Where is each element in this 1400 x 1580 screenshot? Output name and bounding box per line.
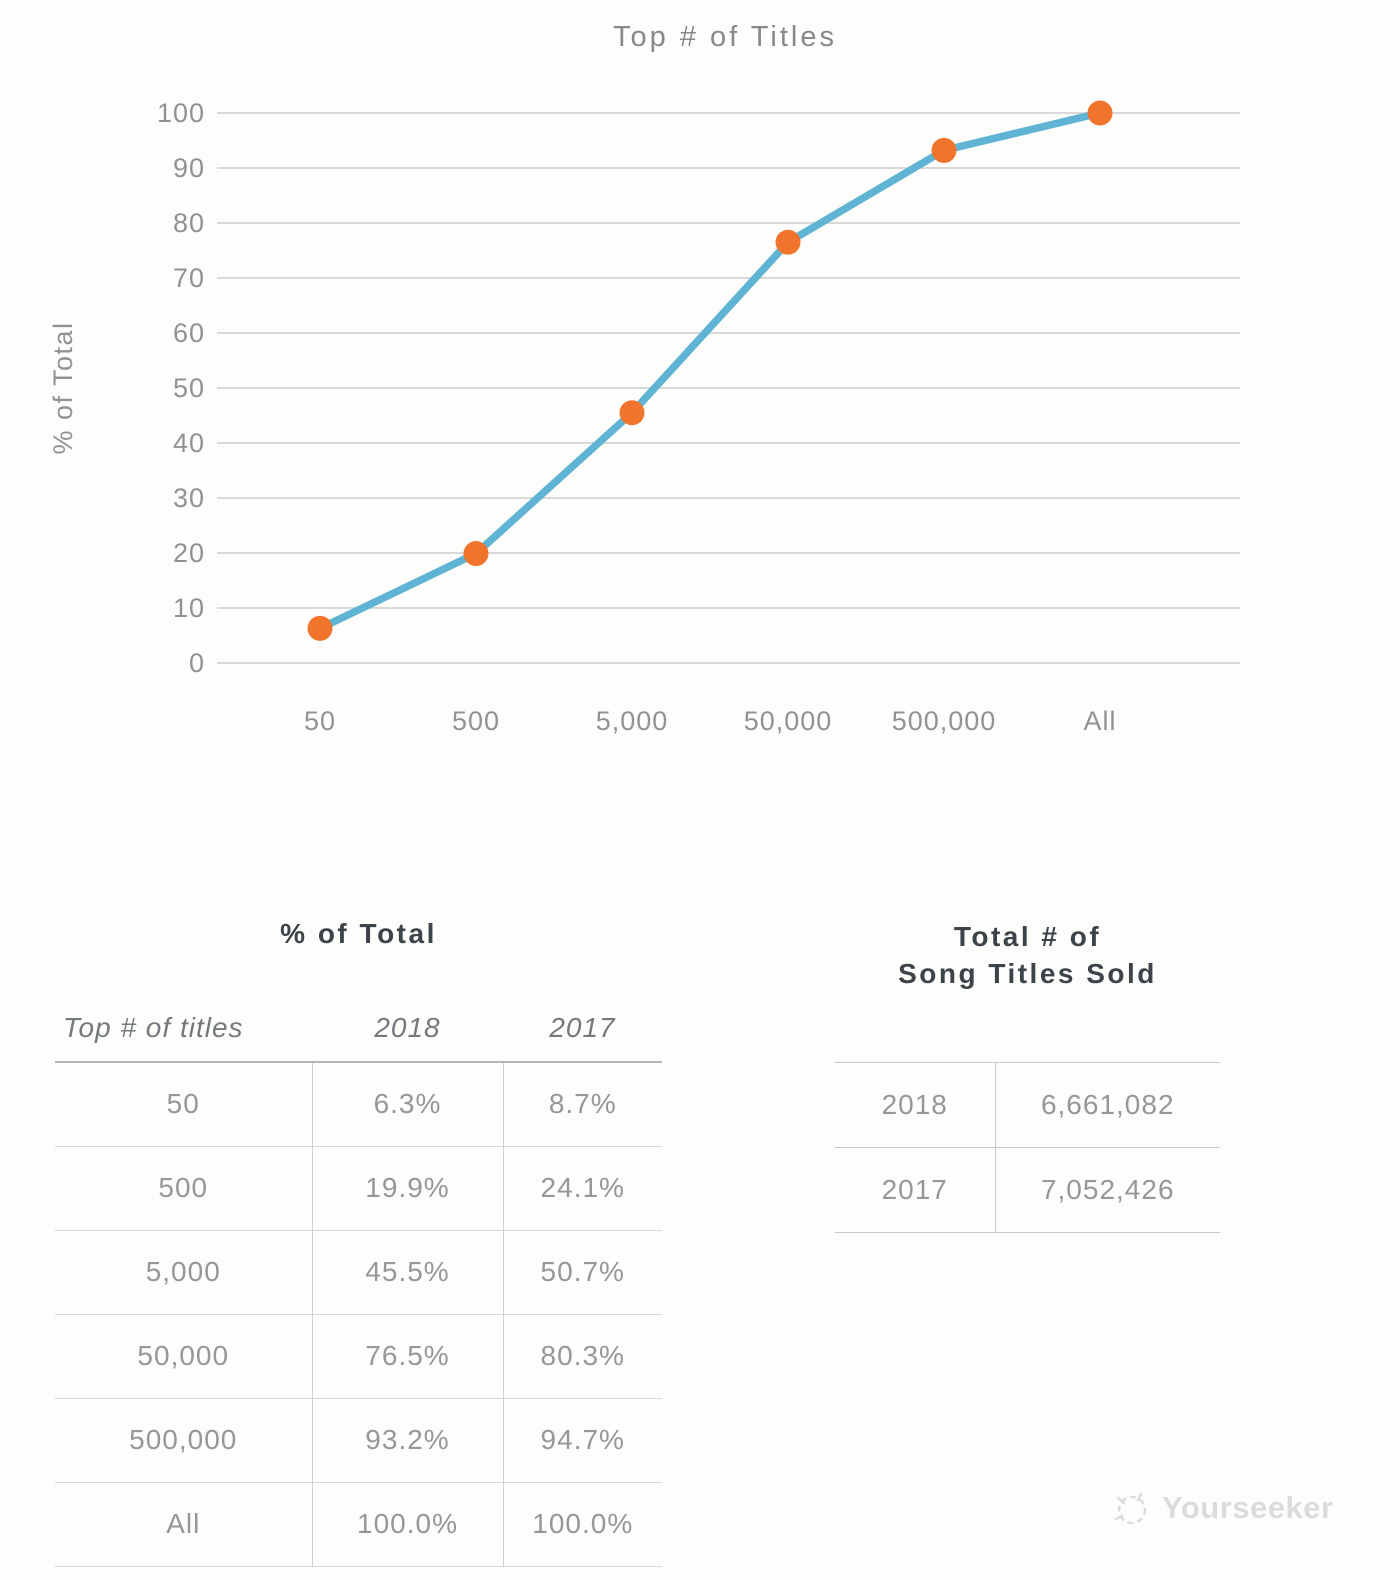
y-tick-label: 0: [189, 648, 205, 678]
column-header: 2017: [503, 995, 662, 1063]
y-tick-label: 20: [173, 538, 205, 568]
table-cell: 100.0%: [311, 1481, 503, 1567]
yourseeker-logo-icon: [1114, 1492, 1147, 1525]
x-tick-label: 500: [452, 706, 500, 736]
y-tick-label: 40: [173, 428, 205, 458]
y-tick-label: 30: [173, 483, 205, 513]
column-header: 2018: [312, 995, 503, 1063]
table-cell: 7,052,426: [994, 1147, 1220, 1233]
table-row: 2017 7,052,426: [835, 1147, 1220, 1233]
right-table-title-line1: Total # of: [953, 921, 1102, 952]
chart-title: Top # of Titles: [613, 21, 837, 53]
table-cell: 24.1%: [502, 1145, 662, 1230]
y-tick-label: 100: [157, 98, 205, 128]
table-cell: 100.0%: [502, 1481, 662, 1567]
table-row: 2018 6,661,082: [835, 1062, 1220, 1148]
column-header: Top # of titles: [55, 995, 312, 1063]
series-line-2018: [316, 109, 1104, 633]
table-cell: 500: [55, 1145, 312, 1230]
table-row: All 100.0% 100.0%: [55, 1481, 662, 1567]
data-point: [931, 137, 957, 163]
y-tick-label: 10: [173, 593, 205, 623]
data-point: [1087, 100, 1113, 126]
data-series: [307, 100, 1113, 641]
table-row: 50,000 76.5% 80.3%: [55, 1313, 662, 1398]
song-titles-sold-table: 2018 6,661,082 2017 7,052,426: [835, 1062, 1220, 1233]
yourseeker-watermark-text: Yourseeker: [1162, 1490, 1334, 1525]
yourseeker-watermark: Yourseeker: [1108, 1486, 1368, 1530]
y-tick-label: 60: [173, 318, 205, 348]
x-tick-label: 5,000: [596, 706, 669, 736]
data-point: [307, 615, 333, 641]
table-cell: 19.9%: [311, 1145, 503, 1230]
data-point: [775, 229, 801, 255]
table-cell: 45.5%: [311, 1229, 503, 1314]
y-tick-label: 70: [173, 263, 205, 293]
y-tick-label: 80: [173, 208, 205, 238]
y-tick-label: 50: [173, 373, 205, 403]
y-tick-label: 90: [173, 153, 205, 183]
table-cell: 500,000: [55, 1397, 312, 1482]
table-cell: 93.2%: [311, 1397, 503, 1482]
gridlines: [217, 112, 1240, 664]
table-row: 500,000 93.2% 94.7%: [55, 1397, 662, 1482]
x-axis-ticks: 50 500 5,000 50,000 500,000 All: [304, 706, 1116, 736]
table-cell: 80.3%: [502, 1313, 662, 1398]
right-table-title-line2: Song Titles Sold: [898, 958, 1157, 989]
table-cell: 50,000: [55, 1313, 312, 1398]
left-table-title: % of Total: [280, 918, 437, 949]
x-tick-label: All: [1083, 706, 1116, 736]
table-cell: 76.5%: [311, 1313, 503, 1398]
table-cell: 5,000: [55, 1229, 312, 1314]
line-chart: Top # of Titles % of Total 0 10 20 30 40 50 60…: [48, 21, 1240, 736]
table-row: 50 6.3% 8.7%: [55, 1062, 662, 1146]
table-cell: 6.3%: [311, 1062, 503, 1146]
data-point: [463, 541, 489, 567]
percent-of-total-table: Top # of titles 2018 2017 50 6.3% 8.7% 500 1…: [55, 995, 662, 1567]
table-header-row: Top # of titles 2018 2017: [55, 995, 662, 1063]
y-axis-ticks: 0 10 20 30 40 50 60 70 80 90 100: [157, 98, 205, 678]
right-table-title: Total # of Song Titles Sold: [835, 918, 1220, 992]
table-row: 500 19.9% 24.1%: [55, 1145, 662, 1230]
x-tick-label: 50,000: [744, 706, 833, 736]
table-cell: 50.7%: [502, 1229, 662, 1314]
table-cell: 8.7%: [502, 1062, 662, 1146]
x-tick-label: 500,000: [892, 706, 997, 736]
data-point: [619, 400, 645, 426]
table-row: 5,000 45.5% 50.7%: [55, 1229, 662, 1314]
table-cell: 2018: [835, 1062, 995, 1148]
table-cell: 2017: [835, 1147, 995, 1233]
y-axis-title: % of Total: [48, 321, 78, 454]
table-cell: 50: [166, 1088, 200, 1120]
x-tick-label: 50: [304, 706, 336, 736]
table-cell: All: [55, 1481, 312, 1567]
table-cell: 6,661,082: [994, 1062, 1220, 1148]
table-cell: 94.7%: [502, 1397, 662, 1482]
